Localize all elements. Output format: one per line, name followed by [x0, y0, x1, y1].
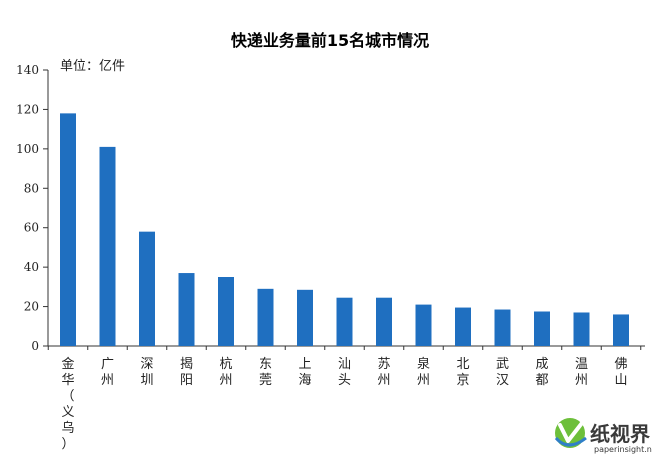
bar — [415, 304, 432, 346]
y-tick-label: 80 — [24, 181, 39, 195]
bar — [218, 277, 234, 346]
y-tick-label: 60 — [24, 221, 39, 235]
bar — [376, 297, 392, 346]
bar — [494, 309, 511, 346]
bar — [178, 273, 195, 346]
y-tick-label: 20 — [24, 300, 39, 314]
category-label: 揭阳 — [180, 357, 193, 388]
category-label: 深圳 — [140, 357, 153, 388]
category-label: 泉州 — [417, 356, 430, 388]
y-tick-label: 0 — [31, 339, 39, 353]
bar — [99, 146, 116, 346]
category-label: 东莞 — [259, 357, 272, 388]
bar — [297, 289, 313, 346]
bar — [336, 297, 353, 346]
category-label: 温州 — [575, 357, 588, 388]
bars — [47, 113, 642, 350]
category-label: 成都 — [535, 357, 548, 388]
bar — [613, 314, 629, 346]
paperinsight-logo-icon — [554, 418, 587, 448]
y-tick-label: 140 — [16, 63, 39, 77]
category-label: 上海 — [298, 357, 311, 388]
watermark: 纸视界 paperinsight.net — [554, 418, 652, 454]
watermark-url: paperinsight.net — [594, 445, 652, 454]
category-label: 广州 — [101, 357, 114, 388]
y-tick-label: 120 — [16, 102, 39, 116]
category-label: 汕头 — [338, 357, 351, 388]
chart-title: 快递业务量前15名城市情况 — [231, 31, 429, 50]
watermark-text: 纸视界 — [590, 422, 650, 446]
bar — [60, 113, 76, 346]
category-label: 北京 — [456, 357, 469, 388]
bar — [139, 231, 155, 346]
y-tick-label: 100 — [16, 142, 39, 156]
bar — [573, 312, 590, 346]
category-label: 苏州 — [377, 356, 390, 388]
unit-label: 单位：亿件 — [60, 59, 125, 74]
y-tick-label: 40 — [24, 260, 39, 274]
category-label: 武汉 — [496, 357, 509, 388]
category-label: 佛山 — [614, 357, 627, 388]
bar — [257, 288, 274, 346]
category-label: 杭州 — [219, 357, 232, 388]
category-label: 金华（义乌） — [61, 356, 74, 452]
bar — [455, 307, 471, 346]
bar — [534, 311, 550, 346]
y-ticks: 0 20 40 60 80 100 120 140 — [16, 63, 48, 353]
